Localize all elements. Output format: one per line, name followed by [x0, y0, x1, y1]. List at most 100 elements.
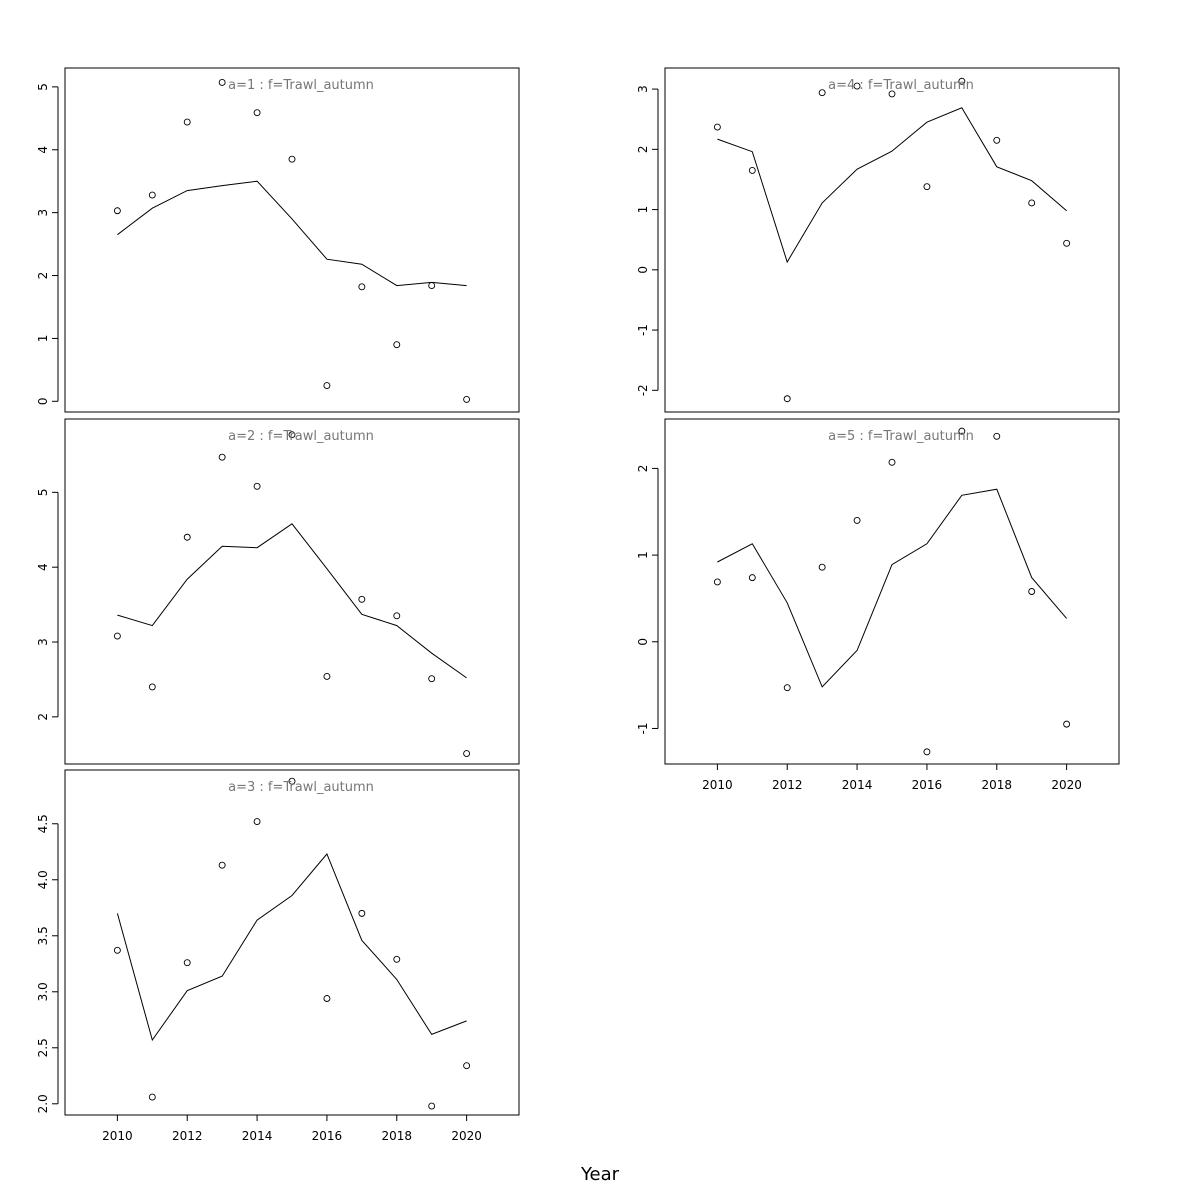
y-tick-label: 4: [36, 563, 50, 571]
panel-3: 2.0 2.5 3.0 3.5 4.0 4.5 2010 2012 2014 2016 2018 20…: [36, 769, 520, 1143]
panel-title: a=2 : f=Trawl_autumn: [228, 429, 374, 444]
data-point: [183, 959, 191, 967]
data-point: [288, 777, 296, 785]
y-tick-label: 3.5: [36, 926, 50, 945]
data-point: [323, 672, 331, 680]
x-tick-label: 2016: [312, 1129, 343, 1143]
data-point: [253, 482, 261, 490]
y-tick-label: 0: [36, 397, 50, 405]
data-point: [888, 90, 896, 98]
data-point: [183, 533, 191, 541]
data-point: [218, 453, 226, 461]
data-point: [393, 612, 401, 620]
y-tick-label: 2: [636, 465, 650, 473]
data-point: [818, 563, 826, 571]
data-point: [393, 955, 401, 963]
data-point: [853, 82, 861, 90]
data-point: [148, 191, 156, 199]
x-tick-label: 2020: [451, 1129, 482, 1143]
y-tick-label: 4.5: [36, 814, 50, 833]
y-tick-label: 3.0: [36, 982, 50, 1001]
plot-frame: [64, 418, 520, 765]
panel-title: a=5 : f=Trawl_autumn: [828, 429, 974, 444]
data-point: [853, 516, 861, 524]
data-point: [358, 909, 366, 917]
y-tick-label: 3: [636, 85, 650, 93]
data-point: [358, 283, 366, 291]
panel-5: -1 0 1 2 2010 2012 2014 2016 2018 2020 a=5 : f=Tra…: [636, 418, 1120, 792]
x-tick-label: 2018: [981, 778, 1012, 792]
data-point: [1063, 239, 1071, 247]
data-point: [993, 432, 1001, 440]
x-tick-label: 2014: [842, 778, 873, 792]
y-tick-label: 2: [36, 272, 50, 280]
data-point: [428, 675, 436, 683]
data-point: [958, 77, 966, 85]
x-tick-label: 2010: [102, 1129, 133, 1143]
x-axis-label: Year: [580, 1164, 620, 1185]
fitted-line: [117, 180, 467, 287]
data-point: [993, 136, 1001, 144]
data-point: [358, 595, 366, 603]
panel-2: 2 3 4 5 a=2 : f=Trawl_autumn: [36, 418, 520, 765]
data-point: [463, 750, 471, 757]
data-point: [113, 632, 121, 640]
y-tick-label: 0: [636, 266, 650, 274]
y-tick-label: 5: [36, 83, 50, 91]
fitted-line: [717, 488, 1067, 688]
data-point: [748, 166, 756, 174]
data-point: [113, 207, 121, 215]
x-tick-label: 2018: [381, 1129, 412, 1143]
data-point: [463, 395, 471, 403]
y-tick-label: -1: [636, 722, 650, 734]
panel-title: a=3 : f=Trawl_autumn: [228, 780, 374, 795]
y-tick-label: -1: [636, 324, 650, 336]
plot-frame: [64, 67, 520, 413]
y-tick-label: 5: [36, 489, 50, 497]
data-point: [253, 818, 261, 825]
data-point: [818, 89, 826, 97]
x-tick-label: 2014: [242, 1129, 273, 1143]
x-tick-label: 2020: [1051, 778, 1082, 792]
data-point: [148, 683, 156, 691]
y-tick-label: -2: [636, 384, 650, 396]
data-point: [748, 574, 756, 582]
data-point: [958, 427, 966, 435]
data-point: [288, 155, 296, 163]
panel-title: a=1 : f=Trawl_autumn: [228, 78, 374, 93]
y-tick-label: 1: [636, 206, 650, 214]
y-tick-label: 2: [36, 713, 50, 721]
panel-title: a=4 : f=Trawl_autumn: [828, 78, 974, 93]
data-point: [923, 748, 931, 756]
y-tick-label: 2.5: [36, 1038, 50, 1057]
data-point: [888, 458, 896, 466]
y-tick-label: 1: [636, 551, 650, 559]
data-point: [183, 118, 191, 126]
data-point: [218, 861, 226, 869]
data-point: [288, 431, 296, 439]
x-tick-label: 2012: [772, 778, 803, 792]
y-tick-label: 2.0: [36, 1094, 50, 1113]
data-point: [1028, 199, 1036, 207]
data-point: [923, 183, 931, 191]
data-point: [253, 109, 261, 117]
panel-4: -2 -1 0 1 2 3 a=4 : f=Trawl_autumn: [636, 67, 1120, 413]
plot-frame: [64, 769, 520, 1116]
data-point: [428, 282, 436, 290]
x-tick-label: 2012: [172, 1129, 203, 1143]
y-tick-label: 4.0: [36, 870, 50, 889]
data-point: [713, 123, 721, 131]
y-tick-label: 3: [36, 209, 50, 217]
plot-frame: [664, 418, 1120, 765]
data-point: [323, 382, 331, 390]
fitted-line: [717, 107, 1067, 264]
fitted-line: [116, 853, 467, 1042]
data-point: [783, 684, 791, 692]
y-tick-label: 1: [36, 335, 50, 343]
data-point: [783, 395, 791, 403]
data-point: [713, 578, 721, 586]
data-point: [1063, 720, 1071, 728]
data-point: [323, 995, 331, 1002]
data-point: [463, 1062, 471, 1070]
